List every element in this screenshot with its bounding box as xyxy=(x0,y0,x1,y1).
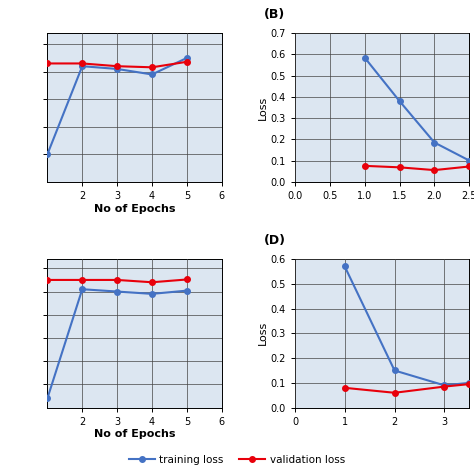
X-axis label: No of Epochs: No of Epochs xyxy=(94,429,175,439)
Legend: training loss, validation loss: training loss, validation loss xyxy=(125,450,349,469)
Text: (B): (B) xyxy=(264,8,285,21)
Y-axis label: Loss: Loss xyxy=(258,95,268,119)
X-axis label: No of Epochs: No of Epochs xyxy=(94,203,175,214)
Y-axis label: Loss: Loss xyxy=(258,321,268,346)
Text: (D): (D) xyxy=(264,234,285,247)
